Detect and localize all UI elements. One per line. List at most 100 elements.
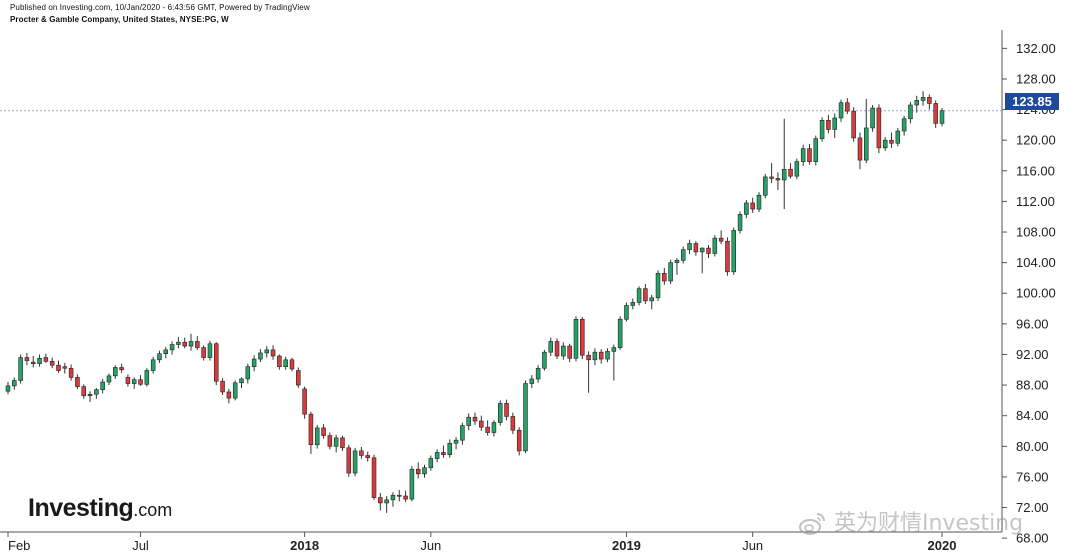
candle-body-up — [605, 351, 610, 360]
x-tick-label: 2020 — [928, 538, 957, 553]
candle-body-down — [586, 354, 591, 361]
candle-body-up — [712, 237, 718, 254]
candle-body-down — [308, 413, 314, 446]
candle-body-up — [781, 168, 787, 181]
candle-body-down — [788, 168, 793, 177]
time-axis: Feb Jul 2018 Jun 2019 Jun 2020 — [7, 532, 957, 553]
candle — [901, 115, 907, 136]
candle — [851, 107, 856, 142]
candle — [434, 449, 440, 463]
candle-body-up — [908, 104, 913, 120]
candle — [460, 422, 465, 445]
candle — [794, 158, 800, 180]
candle — [750, 197, 755, 213]
candle — [699, 247, 705, 274]
candle — [662, 267, 667, 285]
candle-body-up — [939, 110, 945, 124]
candle-body-up — [497, 403, 503, 423]
candle-body-down — [750, 202, 755, 210]
candle-body-down — [510, 416, 516, 431]
y-tick-label: 116.00 — [1016, 163, 1055, 178]
candle-body-up — [800, 148, 806, 162]
candle — [491, 420, 497, 437]
candle — [113, 365, 118, 379]
candle — [687, 239, 692, 255]
candle-body-down — [807, 148, 812, 162]
candle — [693, 241, 699, 256]
candle-body-up — [113, 367, 118, 377]
candle-body-up — [188, 341, 194, 347]
candle — [264, 346, 269, 358]
y-tick-label: 76.00 — [1016, 469, 1049, 484]
candle — [188, 333, 194, 351]
candle-body-down — [826, 119, 831, 130]
candle-body-down — [302, 388, 307, 415]
candle — [617, 316, 623, 350]
candle — [75, 374, 80, 389]
investing-logo: Investing.com — [28, 494, 172, 523]
candle-body-down — [693, 243, 699, 253]
logo-brand: Investing — [28, 494, 134, 522]
candle — [384, 496, 389, 513]
candle — [441, 445, 446, 458]
candle — [232, 380, 238, 401]
candle — [176, 336, 181, 349]
candle — [763, 173, 768, 199]
candle — [169, 341, 175, 355]
candle-body-down — [62, 366, 68, 369]
candle-body-up — [239, 378, 244, 384]
candle — [49, 357, 55, 369]
candle-body-down — [365, 455, 370, 459]
candle-body-down — [472, 416, 478, 422]
candle — [535, 365, 541, 383]
candle — [788, 163, 793, 179]
y-tick-label: 88.00 — [1016, 378, 1049, 393]
candle-body-up — [94, 389, 99, 395]
candle — [428, 455, 434, 471]
candle-body-down — [289, 359, 295, 370]
candle — [125, 374, 131, 387]
candle-body-down — [415, 468, 421, 475]
candle — [207, 340, 213, 361]
candle-body-down — [81, 386, 86, 397]
candle-body-down — [220, 380, 225, 393]
candle — [643, 284, 648, 304]
candle — [649, 294, 654, 310]
candle — [390, 492, 396, 507]
candle-body-up — [131, 379, 137, 384]
candle-body-up — [687, 243, 692, 250]
candle — [403, 490, 408, 503]
candle — [346, 444, 352, 477]
candle — [889, 132, 894, 148]
candle — [775, 172, 781, 190]
candle-body-up — [744, 202, 749, 215]
candle-body-up — [895, 130, 901, 144]
chart-title: Procter & Gamble Company, United States,… — [10, 15, 229, 24]
candle-body-up — [106, 375, 112, 383]
candle-body-down — [138, 379, 143, 385]
candle — [447, 439, 453, 458]
candle — [472, 412, 478, 425]
candle — [611, 344, 617, 381]
watermark: 英为财情Investing — [798, 505, 1023, 538]
candle-body-down — [485, 426, 490, 433]
candle-body-up — [737, 214, 743, 231]
candle — [277, 354, 282, 370]
candle — [870, 104, 875, 132]
candle-body-down — [775, 178, 781, 181]
candle-body-down — [56, 364, 61, 371]
candle — [605, 348, 610, 363]
candle — [157, 350, 162, 363]
candle-body-up — [245, 366, 251, 380]
candle-body-up — [422, 467, 427, 475]
candle-body-down — [725, 240, 730, 273]
candle — [807, 144, 812, 165]
candle-body-up — [251, 358, 257, 368]
candle — [744, 199, 749, 219]
candle-body-up — [409, 468, 415, 500]
candle — [220, 378, 225, 396]
candle-body-up — [535, 367, 541, 380]
candle — [239, 377, 244, 389]
y-tick-label: 128.00 — [1016, 71, 1056, 86]
candle-body-down — [346, 447, 352, 474]
